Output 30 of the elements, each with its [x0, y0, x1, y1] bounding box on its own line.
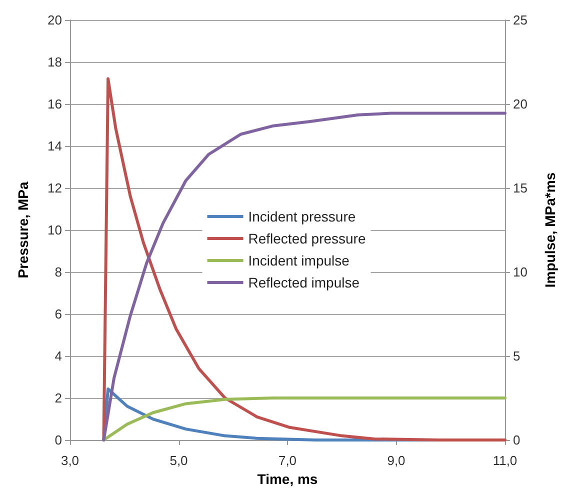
y-tick-label: 12	[48, 180, 62, 196]
legend-label: Incident pressure	[248, 208, 356, 224]
x-tick-label: 7,0	[278, 453, 297, 468]
y2-tick-label: 0	[513, 432, 520, 448]
y2-tick-label: 25	[513, 12, 528, 28]
x-tick-label: 5,0	[170, 453, 188, 468]
y-tick-label: 0	[54, 432, 62, 448]
legend-label: Incident impulse	[248, 252, 350, 268]
x-axis-title: Time, ms	[257, 471, 318, 487]
y-tick-label: 16	[48, 96, 62, 112]
y-tick-label: 4	[54, 348, 62, 364]
legend-label: Reflected impulse	[248, 274, 360, 290]
line-series	[102, 396, 506, 442]
y2-tick-label: 5	[513, 348, 520, 364]
x-tick-label: 11,0	[492, 453, 518, 468]
y-tick-label: 20	[48, 12, 62, 28]
y-tick-label: 18	[48, 54, 62, 70]
y2-tick-label: 15	[513, 180, 528, 196]
legend-label: Reflected pressure	[248, 230, 366, 246]
y-tick-label: 6	[54, 306, 62, 322]
y-tick-label: 8	[54, 264, 62, 280]
y-tick-label: 14	[48, 138, 62, 154]
y2-tick-label: 20	[513, 96, 528, 112]
y-tick-label: 10	[48, 222, 62, 238]
x-tick-label: 3,0	[60, 453, 80, 468]
y2-axis-title: Impulse, MPa*ms	[542, 172, 558, 288]
x-tick-label: 9,0	[387, 453, 406, 468]
y-axis-title: Pressure, MPa	[15, 182, 31, 278]
y2-tick-label: 10	[513, 264, 528, 280]
y-tick-label: 2	[54, 390, 62, 406]
